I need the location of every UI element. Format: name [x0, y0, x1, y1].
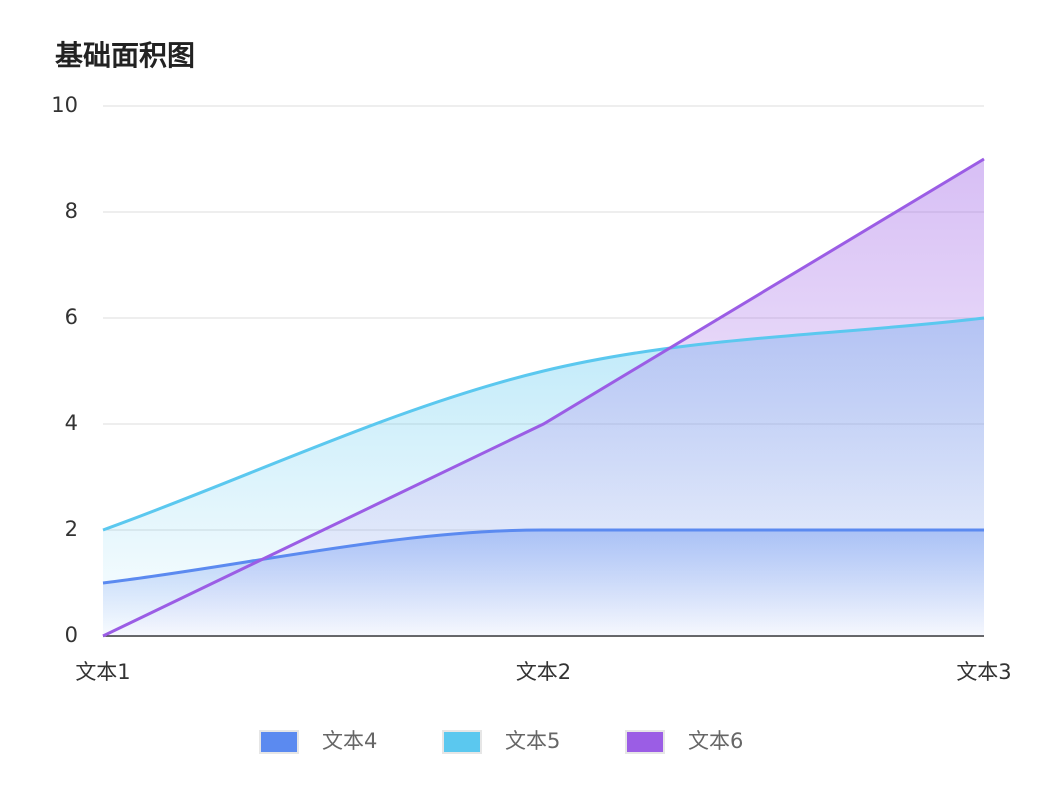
area: [103, 159, 984, 636]
y-tick-label: 6: [65, 305, 78, 329]
line: [102, 316, 985, 532]
y-tick-label: 10: [51, 93, 78, 117]
legend-label: 文本6: [688, 729, 743, 753]
legend-label: 文本4: [322, 729, 377, 753]
legend-swatch: [625, 730, 665, 754]
x-tick-label: 文本1: [75, 660, 130, 684]
area: [103, 530, 984, 636]
y-tick-label: 2: [65, 517, 78, 541]
y-tick-label: 8: [65, 199, 78, 223]
y-tick-label: 4: [65, 411, 78, 435]
chart-title: 基础面积图: [55, 39, 195, 72]
legend-swatch: [259, 730, 299, 754]
x-tick-label: 文本3: [956, 660, 1011, 684]
legend-label: 文本5: [505, 729, 560, 753]
x-tick-label: 文本2: [516, 660, 571, 684]
line: [102, 157, 985, 638]
y-tick-label: 0: [65, 623, 78, 647]
line: [102, 528, 984, 585]
legend-swatch: [442, 730, 482, 754]
